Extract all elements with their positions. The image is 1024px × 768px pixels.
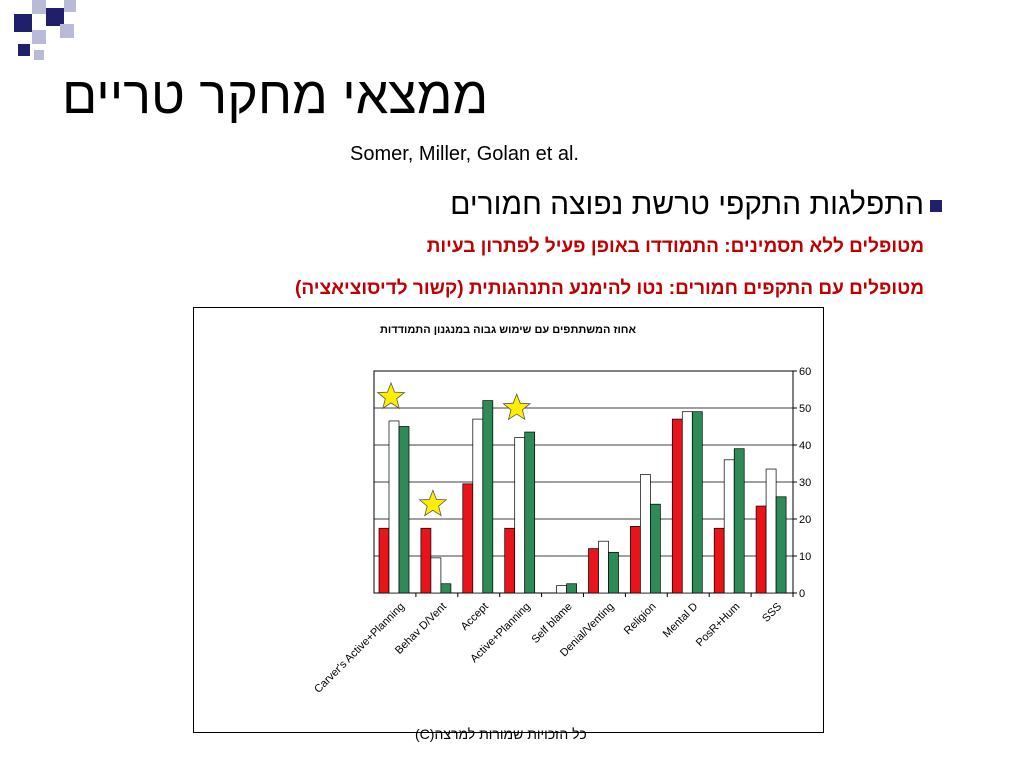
x-category-label: PosR+Hum bbox=[694, 601, 742, 649]
star-marker-icon bbox=[502, 392, 532, 421]
bar bbox=[755, 505, 767, 594]
chart-title: אחוז המשתתפים עם שימוש גבוה במנגנון התמו… bbox=[380, 324, 637, 336]
corner-square-light-4 bbox=[60, 24, 74, 38]
star-marker-icon bbox=[418, 489, 448, 517]
finding-line-2: מטופלים עם התקפים חמורים: נטו להימנע התנ… bbox=[295, 278, 924, 299]
star-marker-icon bbox=[376, 381, 406, 410]
bar bbox=[650, 503, 661, 594]
copyright-footer: כל הזכויות שמורות למרצה(C) bbox=[415, 726, 587, 742]
bar bbox=[713, 527, 725, 594]
x-category-label: Mental D bbox=[661, 601, 701, 641]
bar bbox=[378, 527, 390, 594]
corner-square-navy-3 bbox=[18, 44, 30, 56]
bar bbox=[524, 431, 536, 594]
y-tick-label: 40 bbox=[799, 440, 811, 452]
bar bbox=[462, 483, 474, 594]
corner-square-navy-2 bbox=[46, 8, 64, 26]
bar bbox=[472, 418, 484, 594]
bar bbox=[588, 548, 599, 594]
y-tick-label: 30 bbox=[799, 477, 811, 489]
bar bbox=[775, 496, 787, 594]
bar bbox=[733, 448, 745, 594]
bar bbox=[504, 527, 516, 594]
corner-square-light-3 bbox=[32, 30, 46, 44]
bar bbox=[430, 557, 442, 594]
slide-title: ממצאי מחקר טריים bbox=[62, 67, 489, 125]
authors-subtitle: Somer, Miller, Golan et al. bbox=[350, 143, 579, 165]
x-category-label: SSS bbox=[760, 601, 784, 625]
bar bbox=[514, 437, 526, 594]
bar bbox=[420, 527, 432, 594]
y-tick-label: 0 bbox=[799, 588, 805, 600]
bar bbox=[388, 420, 400, 594]
x-category-label: Self blame bbox=[529, 601, 574, 646]
corner-square-navy-1 bbox=[14, 14, 32, 32]
bar bbox=[482, 400, 494, 594]
bar bbox=[691, 411, 703, 594]
y-tick-label: 20 bbox=[799, 514, 811, 526]
corner-square-light-2 bbox=[64, 0, 76, 12]
bar bbox=[723, 459, 735, 594]
bar bbox=[598, 540, 609, 594]
bar bbox=[765, 468, 777, 594]
x-category-label: Religion bbox=[622, 601, 659, 638]
bar bbox=[671, 418, 683, 594]
finding-line-1: מטופלים ללא תסמינים: התמודדו באופן פעיל … bbox=[426, 236, 924, 257]
bar bbox=[440, 583, 452, 594]
corner-square-light-5 bbox=[34, 50, 44, 60]
y-tick-label: 10 bbox=[799, 551, 811, 563]
bullet-heading: התפלגות התקפי טרשת נפוצה חמורים bbox=[450, 188, 924, 221]
bar bbox=[398, 426, 410, 594]
coping-bar-chart: אחוז המשתתפים עם שימוש גבוה במנגנון התמו… bbox=[312, 324, 811, 696]
bar bbox=[566, 583, 577, 594]
y-tick-label: 50 bbox=[799, 403, 811, 415]
bar bbox=[630, 526, 641, 594]
chart-frame: אחוז המשתתפים עם שימוש גבוה במנגנון התמו… bbox=[193, 307, 824, 733]
bar bbox=[556, 585, 567, 594]
bullet-square-icon bbox=[930, 200, 942, 212]
bar bbox=[640, 474, 651, 594]
bar bbox=[608, 551, 619, 594]
y-tick-label: 60 bbox=[799, 366, 811, 378]
corner-square-light-1 bbox=[32, 0, 46, 14]
x-category-label: Accept bbox=[459, 601, 491, 633]
bar bbox=[681, 411, 693, 594]
